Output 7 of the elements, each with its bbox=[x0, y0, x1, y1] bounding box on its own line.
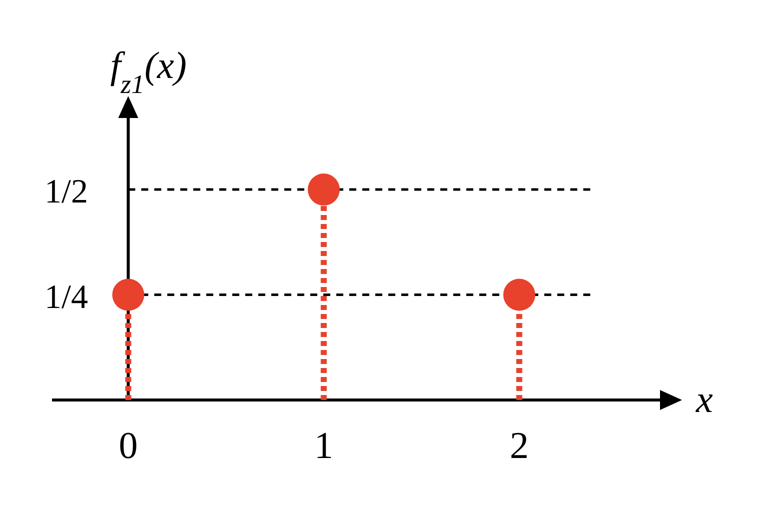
x-tick-label: 2 bbox=[510, 425, 529, 467]
x-axis-title: x bbox=[695, 379, 713, 421]
x-tick-label: 1 bbox=[314, 425, 334, 467]
x-tick-label: 0 bbox=[118, 425, 138, 467]
y-tick-label: 1/4 bbox=[44, 278, 88, 316]
y-tick-label: 1/2 bbox=[44, 174, 88, 211]
y-axis-title: f$_{z1}$(x) bbox=[110, 45, 187, 99]
